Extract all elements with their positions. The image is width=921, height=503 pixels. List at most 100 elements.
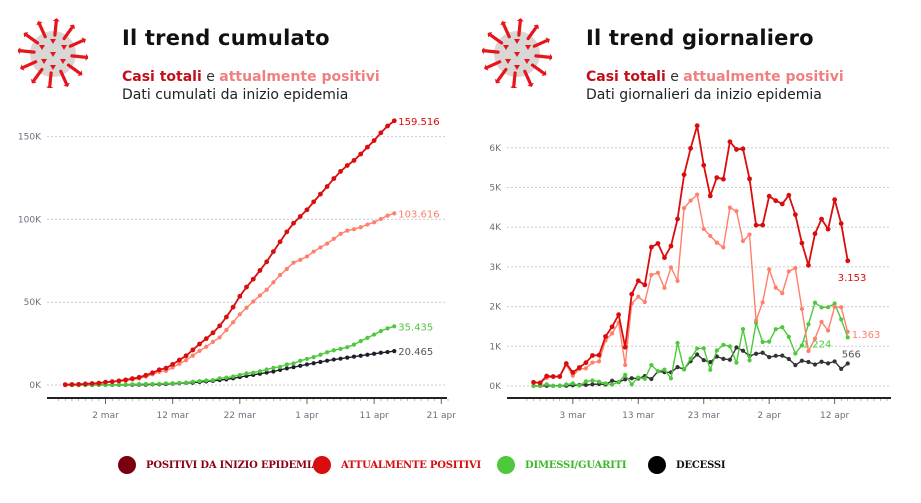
data-point bbox=[176, 357, 182, 363]
legend-item-dimessi-guariti[interactable]: DIMESSI/GUARITI bbox=[497, 456, 627, 474]
virus-receptor bbox=[61, 45, 67, 50]
data-point bbox=[747, 232, 752, 237]
data-point bbox=[734, 209, 739, 214]
virus-receptor bbox=[39, 45, 45, 50]
data-point bbox=[609, 378, 615, 383]
data-point bbox=[662, 285, 667, 291]
data-point bbox=[766, 193, 772, 199]
data-point bbox=[277, 239, 283, 245]
data-point bbox=[760, 300, 765, 305]
data-point bbox=[324, 184, 330, 189]
data-point bbox=[708, 367, 713, 372]
data-point bbox=[727, 205, 733, 210]
end-value-label: 20.465 bbox=[398, 347, 433, 358]
data-point bbox=[564, 382, 569, 387]
legend-dot-icon bbox=[313, 456, 331, 474]
data-point bbox=[832, 304, 837, 309]
data-point bbox=[392, 211, 397, 216]
series-dimessi-guariti bbox=[63, 324, 397, 388]
data-point bbox=[345, 345, 350, 350]
virus-spike-head bbox=[18, 47, 21, 55]
data-point bbox=[590, 360, 595, 365]
legend-item-attualmente-positivi[interactable]: ATTUALMENTE POSITIVI bbox=[313, 456, 481, 474]
data-point bbox=[629, 291, 635, 297]
data-point bbox=[217, 376, 222, 381]
x-tick-label: 23 mar bbox=[688, 411, 721, 421]
virus-spike bbox=[18, 49, 36, 54]
data-point bbox=[727, 357, 733, 362]
data-point bbox=[550, 374, 556, 379]
data-point bbox=[734, 147, 739, 152]
data-point bbox=[224, 375, 229, 380]
data-point bbox=[642, 299, 647, 305]
data-point bbox=[806, 348, 811, 354]
data-point bbox=[793, 363, 798, 368]
subtitle-attualmente-positivi: attualmente positivi bbox=[219, 69, 380, 85]
legend-item-positivi-inizio[interactable]: POSITIVI DA INIZIO EPIDEMIA bbox=[118, 456, 319, 474]
data-point bbox=[786, 192, 792, 198]
data-point bbox=[721, 245, 726, 250]
data-point bbox=[204, 344, 209, 349]
data-point bbox=[596, 379, 602, 384]
data-point bbox=[325, 350, 330, 355]
data-point bbox=[773, 285, 778, 290]
data-point bbox=[82, 381, 88, 387]
data-point bbox=[278, 367, 283, 372]
virus-spike bbox=[70, 54, 88, 59]
x-tick-label: 2 apr bbox=[757, 411, 781, 421]
data-point bbox=[832, 197, 838, 203]
data-point bbox=[819, 359, 824, 364]
data-point bbox=[799, 343, 805, 348]
data-point bbox=[237, 372, 242, 378]
data-point bbox=[655, 241, 661, 246]
data-point bbox=[237, 312, 242, 317]
data-point bbox=[365, 144, 370, 150]
virus-spike-head bbox=[52, 18, 60, 22]
data-point bbox=[345, 355, 350, 360]
virus-spike bbox=[526, 24, 539, 41]
data-point bbox=[116, 378, 122, 384]
data-point bbox=[623, 377, 628, 382]
x-tick-label: 22 mar bbox=[224, 411, 257, 421]
data-point bbox=[812, 362, 818, 367]
data-point bbox=[197, 341, 202, 347]
data-point bbox=[311, 361, 316, 366]
data-point bbox=[701, 346, 706, 351]
data-point bbox=[734, 360, 739, 365]
data-point bbox=[392, 349, 397, 354]
data-point bbox=[623, 372, 628, 377]
data-point bbox=[806, 262, 811, 268]
data-point bbox=[688, 356, 693, 361]
data-point bbox=[596, 359, 602, 364]
data-point bbox=[170, 381, 175, 386]
data-point bbox=[590, 378, 595, 383]
data-point bbox=[351, 158, 357, 163]
virus-spike bbox=[501, 21, 511, 39]
legend-item-decessi[interactable]: DECESSI bbox=[648, 456, 726, 474]
data-point bbox=[351, 342, 357, 347]
data-point bbox=[747, 176, 752, 182]
data-point bbox=[780, 325, 785, 330]
data-point bbox=[344, 163, 350, 168]
data-point bbox=[190, 379, 195, 384]
virus-spike bbox=[487, 32, 504, 45]
data-point bbox=[183, 353, 189, 359]
virus-spike bbox=[20, 60, 38, 70]
data-point bbox=[773, 353, 778, 358]
data-point bbox=[557, 374, 563, 379]
data-point bbox=[183, 380, 189, 385]
virus-receptor bbox=[50, 52, 56, 57]
chart-legend: POSITIVI DA INIZIO EPIDEMIA ATTUALMENTE … bbox=[0, 452, 921, 482]
virus-spike bbox=[48, 71, 53, 88]
data-point bbox=[721, 356, 726, 361]
series-line bbox=[65, 120, 395, 386]
data-point bbox=[812, 231, 818, 237]
data-point bbox=[740, 146, 746, 152]
data-point bbox=[123, 382, 128, 387]
virus-spike bbox=[482, 49, 500, 54]
data-point bbox=[298, 363, 303, 368]
series-attualmente-positivi bbox=[63, 211, 397, 387]
virus-spike-head bbox=[46, 86, 54, 88]
data-point bbox=[590, 353, 595, 358]
data-point bbox=[257, 369, 263, 374]
